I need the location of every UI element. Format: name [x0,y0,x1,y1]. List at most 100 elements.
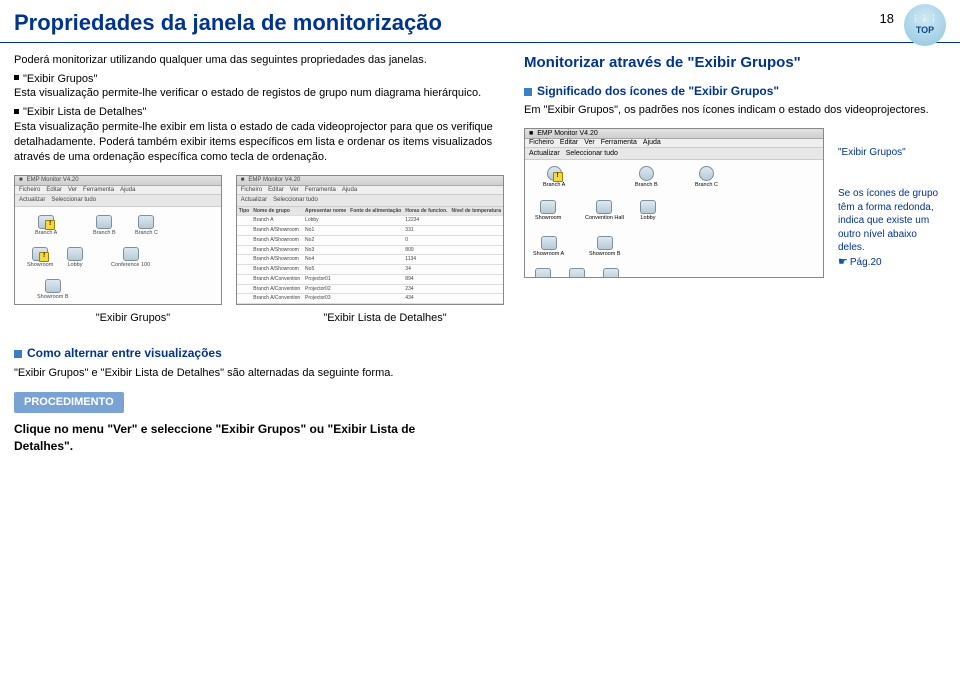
group-label: Branch A [543,182,565,189]
menu-item: Ver [584,138,595,147]
side-note-2-text: Se os ícones de grupo têm a forma redond… [838,188,938,253]
table-cell [450,284,503,294]
group-icon: Showroom A [533,236,564,258]
group-icon: Branch A [543,166,565,189]
group-icon: No2 [569,268,585,277]
bullet-1-title: "Exibir Grupos" [23,73,97,85]
table-cell [348,216,403,226]
table-cell [348,265,403,275]
table-cell: 234 [403,284,449,294]
table-cell [237,255,251,265]
groups-body-big: Branch ABranch BBranch CShowroomConventi… [525,160,823,277]
table-cell: Branch A/Showroom [251,245,303,255]
group-icon: No3 [603,268,619,277]
page-title: Propriedades da janela de monitorização [0,0,960,43]
table-cell [450,216,503,226]
projector-icon [547,166,562,181]
group-label: Showroom B [37,294,69,301]
projector-icon [699,166,714,181]
table-cell [348,226,403,236]
group-label: Conference 100 [111,262,150,269]
table-row: Branch A/ShowroomNo5 34 [237,265,503,275]
caption-groups: "Exibir Grupos" [14,311,252,326]
toolbar-item: Seleccionar tudo [566,149,618,158]
toolbar-item: Actualizar [241,196,267,204]
detail-table: TipoNome de grupoApresentar nomeFonte de… [237,207,503,304]
toolbar: ActualizarSeleccionar tudo [15,195,221,207]
page-link[interactable]: Pág.20 [850,257,882,268]
group-label: Lobby [68,262,83,269]
menu-item: Ficheiro [529,138,554,147]
right-title: Monitorizar através de "Exibir Grupos" [524,53,946,73]
bullet-1: "Exibir Grupos" Esta visualização permit… [14,72,504,102]
table-cell [237,294,251,304]
table-row: Branch A/ShowroomNo41134 [237,255,503,265]
group-label: Lobby [641,215,656,222]
table-row: Branch ALobby12234 [237,216,503,226]
table-cell [450,226,503,236]
projector-icon [603,268,619,277]
menu-item: Editar [560,138,578,147]
table-cell [348,294,403,304]
table-row: Branch A/ConventionProjector01894 [237,274,503,284]
group-label: Branch C [695,182,718,189]
group-label: Showroom B [589,251,621,258]
table-cell: No2 [303,235,348,245]
table-cell [348,245,403,255]
group-icon: Lobby [67,247,83,269]
toolbar-item: Actualizar [19,196,45,204]
table-cell [348,274,403,284]
table-cell [450,294,503,304]
table-cell: 34 [403,265,449,275]
caption-row: "Exibir Grupos" "Exibir Lista de Detalhe… [14,311,504,326]
table-cell [450,255,503,265]
toolbar: Actualizar Seleccionar tudo [525,148,823,160]
table-cell: Branch A [251,216,303,226]
table-cell [237,274,251,284]
menu-item: Ver [68,186,77,194]
group-icon: Branch C [695,166,718,189]
table-cell: No5 [303,265,348,275]
toolbar-item: Actualizar [529,149,560,158]
bullet-2-body: Esta visualização permite-lhe exibir em … [14,121,493,163]
table-cell: No1 [303,226,348,236]
square-icon [14,350,22,358]
menu-item: Ajuda [342,186,357,194]
group-label: Branch A [35,230,57,237]
toolbar: ActualizarSeleccionar tudo [237,195,503,207]
group-icon: Showroom B [589,236,621,258]
menu-item: Editar [46,186,62,194]
sub-heading-1-body: Em "Exibir Grupos", os padrões nos ícone… [524,103,946,118]
menu-item: Ajuda [120,186,135,194]
group-icon: No1 [535,268,551,277]
left-column: Poderá monitorizar utilizando qualquer u… [14,53,504,326]
sub-heading-1: Significado dos ícones de "Exibir Grupos… [524,83,946,99]
group-label: Showroom [27,262,53,269]
table-header: Apresentar nome [303,207,348,216]
menu-item: Ficheiro [241,186,262,194]
table-cell [450,274,503,284]
group-icon: Branch B [635,166,658,189]
menu-item: Ferramenta [83,186,114,194]
lower-body: "Exibir Grupos" e "Exibir Lista de Detal… [14,366,946,381]
sub-heading-2-text: Como alternar entre visualizações [27,346,222,360]
pointer-icon: ☛ [838,256,848,268]
table-cell: Branch A/Convention [251,274,303,284]
table-cell: Branch A/Showroom [251,235,303,245]
table-cell: Projector02 [303,284,348,294]
group-label: Showroom A [533,251,564,258]
titlebar: ■EMP Monitor V4.20 [15,176,221,186]
projector-icon [38,215,54,229]
table-cell: No3 [303,245,348,255]
menubar: FicheiroEditarVerFerramentaAjuda [237,186,503,195]
projector-icon [639,166,654,181]
table-cell: No4 [303,255,348,265]
procedure-badge: PROCEDIMENTO [14,392,124,413]
group-label: Showroom [535,215,561,222]
projector-icon [67,247,83,261]
menu-item: Ferramenta [601,138,637,147]
group-icon: Conference 100 [111,247,150,269]
table-cell [237,265,251,275]
intro-text: Poderá monitorizar utilizando qualquer u… [14,53,504,68]
table-cell: Branch A/Showroom [251,265,303,275]
